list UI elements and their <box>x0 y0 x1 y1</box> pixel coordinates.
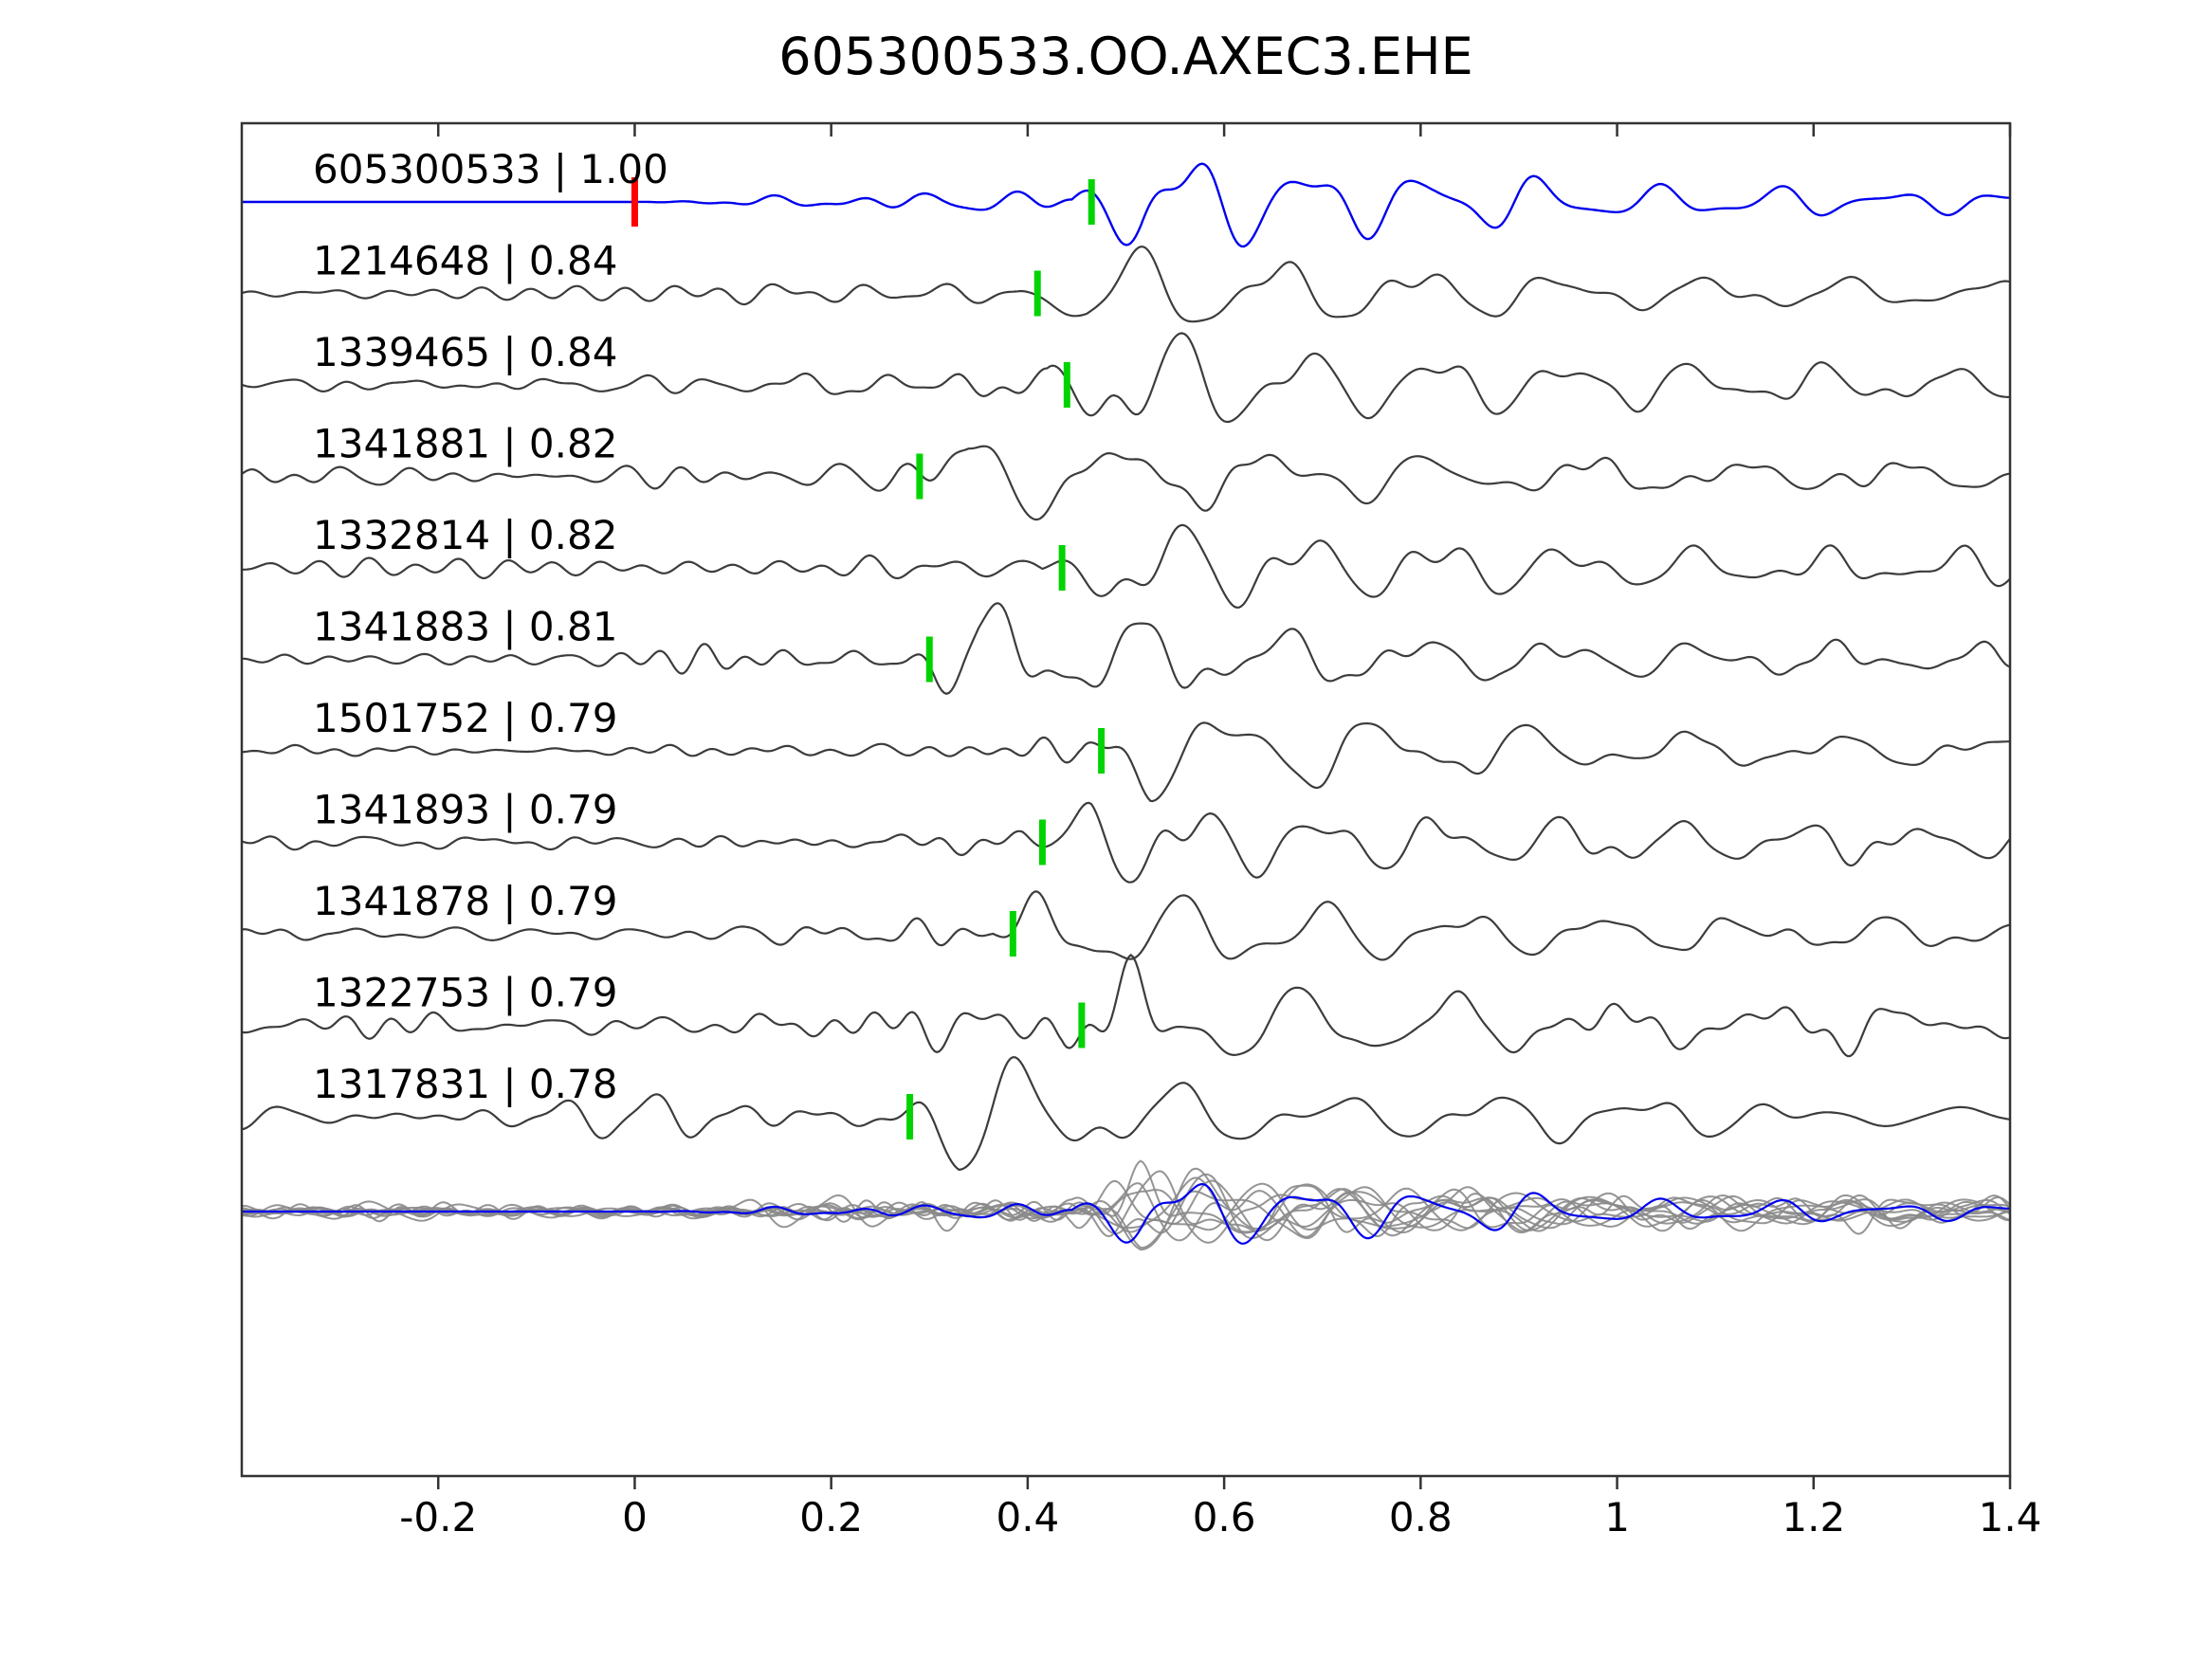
reference-marker <box>631 177 638 227</box>
x-tick-label: 1 <box>1604 1494 1630 1540</box>
chart-title: 605300533.OO.AXEC3.EHE <box>778 27 1472 86</box>
trace-label: 1341881 | 0.82 <box>313 421 617 467</box>
trace-label: 1332814 | 0.82 <box>313 512 617 558</box>
waveform-trace-1341878 <box>242 890 2010 961</box>
pick-marker <box>1058 545 1066 591</box>
trace-label: 1341883 | 0.81 <box>313 604 617 650</box>
waveform-trace-605300533 <box>242 162 2010 248</box>
x-tick-label: 0.6 <box>1193 1494 1256 1540</box>
pick-marker <box>1009 911 1016 957</box>
x-tick-label: 0.4 <box>996 1494 1059 1540</box>
waveform-trace-1322753 <box>242 954 2010 1058</box>
pick-marker <box>925 636 933 683</box>
pick-marker <box>1088 179 1095 225</box>
plot-border <box>240 121 2012 1478</box>
x-tick-label: 1.4 <box>1979 1494 2042 1540</box>
pick-marker <box>916 453 923 500</box>
x-tick-label: 0 <box>622 1494 648 1540</box>
trace-label: 1341893 | 0.79 <box>313 787 617 833</box>
trace-label: 1501752 | 0.79 <box>313 695 617 741</box>
waveform-trace-1341893 <box>242 801 2010 884</box>
waveform-trace-1332814 <box>242 523 2010 609</box>
x-tick-label: 0.2 <box>799 1494 863 1540</box>
trace-rows <box>242 162 2010 1171</box>
pick-marker <box>1033 270 1041 317</box>
x-tick-label: -0.2 <box>399 1494 477 1540</box>
overlay-trace-template <box>242 1182 2010 1245</box>
waveform-trace-1317831 <box>242 1056 2010 1171</box>
waveform-trace-1501752 <box>242 721 2010 803</box>
trace-label: 1317831 | 0.78 <box>313 1061 617 1107</box>
waveform-trace-1341881 <box>242 445 2010 521</box>
waveform-trace-1341883 <box>242 602 2010 695</box>
trace-label: 1339465 | 0.84 <box>313 329 617 375</box>
overlay-row <box>242 1159 2010 1251</box>
x-tick-label: 1.2 <box>1782 1494 1845 1540</box>
pick-marker <box>906 1094 914 1139</box>
trace-label: 605300533 | 1.00 <box>313 146 668 192</box>
pick-marker <box>1078 1002 1086 1048</box>
x-tick-label: 0.8 <box>1389 1494 1453 1540</box>
trace-label: 1341878 | 0.79 <box>313 878 617 924</box>
waveform-trace-1214648 <box>242 246 2010 323</box>
pick-marker <box>1063 362 1070 408</box>
trace-label: 1214648 | 0.84 <box>313 238 617 284</box>
trace-label: 1322753 | 0.79 <box>313 970 617 1016</box>
pick-marker <box>1038 819 1046 866</box>
waveform-trace-1339465 <box>242 332 2010 424</box>
pick-marker <box>1098 728 1106 774</box>
